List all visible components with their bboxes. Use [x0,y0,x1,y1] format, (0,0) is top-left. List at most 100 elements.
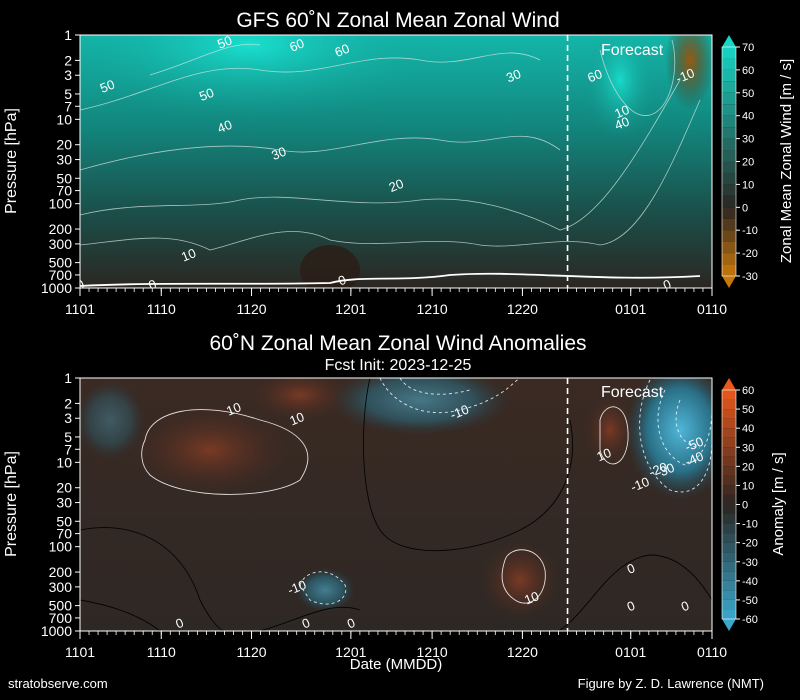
contour-label: 50 [215,32,234,51]
y-tick-label: 50 [56,170,72,186]
colorbar-segment [722,81,736,93]
x-tick-label: 1120 [236,644,266,660]
colorbar-segment [722,418,736,429]
contour-label: 0 [661,276,673,293]
contour-label: 50 [197,85,216,104]
colorbar-tick-label: 50 [742,88,754,100]
panel2-ylabel: Pressure [hPa] [3,451,20,557]
x-tick-label: 1220 [507,644,538,660]
colorbar-tick-label: 10 [742,480,754,492]
contour-label: 60 [287,35,306,54]
colorbar-segment [722,58,736,70]
colorbar-tick-label: -10 [742,225,758,237]
colorbar-tick-label: 30 [742,134,754,146]
y-tick-label: 200 [49,221,73,237]
x-tick-label: 1110 [147,644,176,660]
colorbar-segment [722,504,736,515]
contour-label: 10 [522,588,541,607]
colorbar-max-arrow [722,35,736,47]
colorbar-segment [722,561,736,572]
colorbar-tick-label: 0 [742,202,748,214]
y-tick-label: 7 [64,441,72,457]
x-tick-label: 1101 [65,301,95,317]
y-tick-label: 30 [56,495,72,511]
colorbar-tick-label: -30 [742,557,758,569]
colorbar-segment [722,399,736,410]
colorbar-segment [722,104,736,116]
colorbar-segment [722,599,736,610]
colorbar-segment [722,456,736,467]
colorbar-segment [722,590,736,600]
panel1-title: GFS 60˚N Zonal Mean Zonal Wind [236,9,559,32]
x-tick-label: 1210 [417,644,448,660]
y-tick-label: 20 [56,137,72,153]
panel2-colorbar: 60 50 40 30 20 10 0 -10 -20 -30 -40 -50 -60 [721,378,758,631]
contour-label: -20 [646,459,669,480]
panel1-colorbar: 70 60 50 40 30 20 10 0 -10 -20 -30 [721,35,758,288]
y-tick-label: 300 [49,579,73,595]
y-tick-label: 50 [56,513,72,529]
contour-label: 40 [612,114,631,133]
colorbar-tick-label: 70 [742,42,754,54]
colorbar-segment [722,195,736,208]
colorbar-segment [722,533,736,543]
panel2-colorbar-label: Anomaly [m / s] [770,452,787,555]
colorbar-tick-label: 20 [742,461,754,473]
y-tick-label: 30 [56,152,72,168]
contour-label: -40 [683,448,706,469]
colorbar-segment [722,69,736,82]
y-tick-label: 100 [49,539,73,555]
y-tick-label: 1 [64,370,72,386]
panel2-x-axis: 1101 1110 1120 1201 1210 1220 0101 0110 [65,631,727,660]
y-tick-label: 10 [56,111,72,127]
colorbar-min-arrow [722,276,736,288]
y-tick-label: 1000 [41,280,72,296]
colorbar-tick-label: 50 [742,404,754,416]
contour-label: 0 [146,276,158,293]
y-tick-label: 5 [64,86,72,102]
x-tick-label: 1220 [507,301,538,317]
colorbar-tick-label: 20 [742,157,754,169]
y-tick-label: 1 [64,27,72,43]
contour-label: -10 [448,402,471,423]
contour-label: 30 [269,144,288,163]
panel2-xlabel: Date (MMDD) [350,656,443,673]
colorbar-segment [722,138,736,151]
contour-label: 30 [504,66,523,85]
colorbar-segment [722,542,736,553]
colorbar-segment [722,552,736,562]
y-tick-label: 200 [49,564,73,580]
colorbar-max-arrow [722,378,736,390]
colorbar-segment [722,514,736,524]
footer-source[interactable]: stratobserve.com [8,676,108,691]
contour-label: -10 [674,65,697,86]
y-tick-label: 5 [64,429,72,445]
contour-label: -10 [285,577,308,598]
colorbar-min-arrow [722,619,736,631]
colorbar-segment [722,485,736,495]
colorbar-segment [722,447,736,457]
panel1-ylabel: Pressure [hPa] [3,108,20,214]
colorbar-tick-label: -10 [742,519,758,531]
contour-label: -50 [683,434,706,455]
colorbar-segment [722,184,736,196]
y-tick-label: 500 [49,598,73,614]
contour-label: 60 [585,66,604,85]
y-tick-label: 2 [64,395,72,411]
x-tick-label: 1110 [147,301,176,317]
colorbar-tick-label: 30 [742,442,754,454]
x-tick-label: 0101 [615,644,646,660]
panel2-subtitle: Fcst Init: 2023-12-25 [325,357,472,374]
panel1-forecast-label: Forecast [601,42,664,59]
colorbar-segment [722,466,736,476]
colorbar-tick-label: -40 [742,576,758,588]
panel1-colorbar-label: Zonal Mean Zonal Wind [m / s] [778,59,795,263]
colorbar-tick-label: 40 [742,423,754,435]
colorbar-segment [722,571,736,581]
colorbar-segment [722,609,736,619]
y-tick-label: 500 [49,255,73,271]
y-tick-label: 100 [49,196,73,212]
